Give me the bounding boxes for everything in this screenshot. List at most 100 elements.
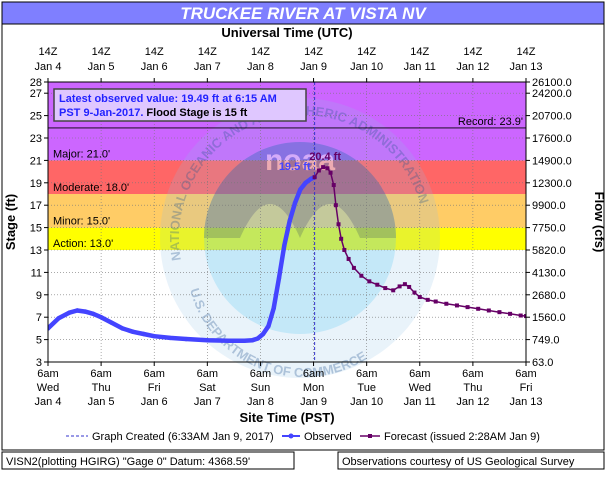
observed-point: [226, 338, 231, 343]
forecast-point: [351, 265, 356, 270]
observed-point: [255, 336, 260, 341]
bottom-tick-date: Jan 11: [404, 396, 436, 408]
info-box-date: PST 9-Jan-2017.: [59, 107, 143, 119]
hydrograph-series: [48, 165, 526, 343]
observed-point: [67, 310, 72, 315]
left-tick-label: 15: [30, 223, 42, 235]
left-tick-label: 21: [30, 155, 42, 167]
observed-point: [250, 337, 255, 343]
observed-point: [82, 309, 88, 314]
observed-peak-label: 19.5 ft: [279, 161, 311, 173]
info-box-line1: Latest observed value: 19.49 ft at 6:15 …: [59, 93, 277, 105]
left-tick-label: 23: [30, 133, 42, 145]
observed-point: [75, 308, 80, 313]
top-tick-date: Jan 6: [141, 61, 168, 73]
observed-point: [266, 323, 271, 329]
left-tick-label: 19: [30, 178, 42, 190]
forecast-point: [331, 183, 336, 188]
right-tick-label: 1560.0: [532, 312, 566, 324]
bottom-tick-day: Mon: [303, 382, 324, 394]
right-tick-label: 9900.0: [532, 200, 566, 212]
bottom-tick-time: 6am: [37, 368, 58, 380]
band-minor: [48, 194, 526, 228]
top-tick-date: Jan 11: [404, 61, 436, 73]
top-tick-utc: 14Z: [145, 46, 164, 58]
forecast-point: [316, 168, 321, 173]
forecast-point: [402, 282, 407, 287]
watermark-outer-ring: [160, 98, 440, 378]
top-tick-utc: 14Z: [304, 46, 323, 58]
observed-point: [271, 306, 276, 311]
bottom-axis-title: Site Time (PST): [239, 410, 334, 425]
observed-point: [205, 337, 210, 343]
bottom-tick-date: Jan 13: [509, 396, 542, 408]
legend-observed: Observed: [304, 431, 352, 443]
left-tick-label: 25: [30, 111, 42, 123]
observed-point: [298, 187, 303, 192]
observed-point: [98, 315, 104, 320]
bottom-axis-ticks: 6am Wed Jan 4 6am Thu Jan 5 6am Fri Jan 6 6am Sat J…: [35, 362, 543, 408]
bottom-tick-day: Wed: [37, 382, 59, 394]
right-tick-label: 17600.0: [532, 133, 572, 145]
right-axis-title: Flow (cfs): [592, 192, 606, 253]
left-tick-label: 7: [36, 312, 42, 324]
forecast-point: [383, 286, 388, 291]
bottom-tick-time: 6am: [515, 368, 536, 380]
forecast-point: [391, 288, 396, 293]
observed-point: [303, 180, 308, 185]
left-tick-label: 11: [31, 267, 42, 279]
forecast-point: [454, 303, 459, 308]
legend-forecast: Forecast (issued 2:28AM Jan 9): [384, 431, 540, 443]
forecast-point: [444, 301, 449, 306]
plot-border: [47, 81, 527, 363]
right-tick-label: 26100.0: [532, 77, 572, 89]
left-tick-label: 5: [36, 335, 42, 347]
forecast-point: [407, 284, 412, 289]
left-tick-label: 28: [30, 77, 42, 89]
bottom-tick-time: 6am: [303, 368, 324, 380]
bottom-tick-day: Wed: [409, 382, 431, 394]
left-tick-label: 17: [30, 200, 42, 212]
top-tick-date: Jan 5: [88, 61, 115, 73]
forecast-point: [486, 308, 491, 313]
forecast-point: [325, 166, 330, 171]
right-tick-label: 4130.0: [532, 267, 566, 279]
info-box-frame: [53, 88, 307, 122]
right-tick-label: 12300.0: [532, 178, 572, 190]
observed-point: [287, 218, 292, 224]
band-moderate: [48, 160, 526, 194]
forecast-point: [346, 256, 351, 261]
threshold-label: Action: 13.0': [53, 238, 113, 250]
top-tick-utc: 14Z: [410, 46, 429, 58]
forecast-point: [336, 222, 341, 227]
bottom-tick-day: Thu: [92, 382, 111, 394]
top-tick-date: Jan 10: [350, 61, 383, 73]
latest-observation-box: Latest observed value: 19.49 ft at 6:15 …: [53, 88, 307, 122]
observed-point: [141, 331, 146, 337]
bottom-tick-time: 6am: [462, 368, 483, 380]
right-tick-label: 14900.0: [532, 155, 572, 167]
observed-point: [109, 320, 114, 325]
record-stage: Record: 23.9': [48, 116, 526, 129]
right-tick-label: 749.0: [532, 335, 560, 347]
bottom-tick-day: Fri: [148, 382, 161, 394]
right-tick-label: 2680.0: [532, 290, 566, 302]
threshold-label: Moderate: 18.0': [53, 182, 129, 194]
left-tick-label: 13: [30, 245, 42, 257]
observed-point: [167, 335, 173, 341]
footer-left-box: [1, 451, 295, 470]
forecast-point: [375, 282, 380, 287]
forecast-point: [397, 284, 402, 289]
right-tick-label: 5820.0: [532, 245, 566, 257]
chart-title: TRUCKEE RIVER AT VISTA NV: [180, 4, 427, 23]
top-tick-date: Jan 12: [456, 61, 489, 73]
observed-point: [152, 334, 157, 339]
bottom-tick-time: 6am: [197, 368, 218, 380]
forecast-peak-label: 20.4 ft: [309, 151, 341, 163]
top-axis-title: Universal Time (UTC): [221, 25, 352, 40]
info-box-flood-stage: Flood Stage is 15 ft: [143, 107, 247, 119]
forecast-point: [321, 165, 326, 170]
forecast-point: [518, 313, 523, 318]
